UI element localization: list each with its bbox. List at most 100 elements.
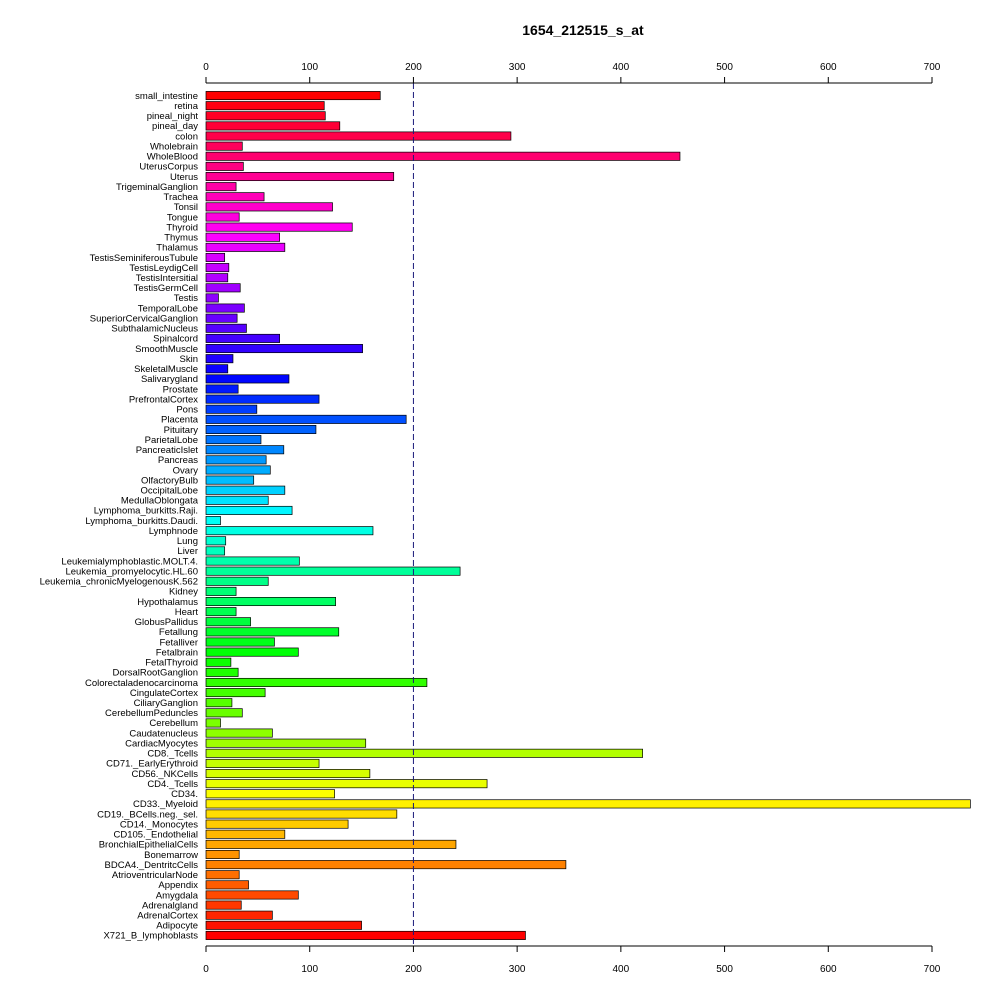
bottom-tick-label: 700 [924, 964, 941, 975]
bar-71 [205, 809, 398, 819]
bar-30 [205, 394, 320, 404]
bar-53 [205, 627, 340, 637]
bar-37 [205, 465, 271, 475]
category-label: pineal_night [147, 111, 199, 122]
bar-55 [205, 647, 299, 657]
bar-21 [205, 303, 245, 313]
category-label: CingulateCortex [130, 688, 198, 699]
category-label: TestisGermCell [134, 283, 198, 294]
category-label: Adrenalgland [142, 900, 198, 911]
category-label: Salivarygland [141, 374, 198, 385]
bar-28 [205, 374, 290, 384]
top-tick-label: 600 [820, 62, 837, 73]
category-label: GlobusPallidus [135, 617, 199, 628]
category-label: TemporalLobe [138, 303, 198, 314]
category-label: Thalamus [156, 243, 198, 254]
bar-15 [205, 242, 286, 252]
category-label: CD105._Endothelial [113, 830, 198, 841]
bar-67 [205, 769, 371, 779]
category-label: Testis [174, 293, 199, 304]
bar-25 [205, 344, 363, 354]
bar-10 [205, 192, 265, 202]
category-label: BDCA4._DentritcCells [105, 860, 199, 871]
category-label: Thymus [164, 233, 198, 244]
category-label: Spinalcord [153, 334, 198, 345]
bar-54 [205, 637, 275, 647]
category-label: Lung [177, 536, 198, 547]
bar-45 [205, 546, 226, 556]
bar-7 [205, 161, 244, 171]
category-label: PrefrontalCortex [129, 394, 198, 405]
bar-23 [205, 323, 247, 333]
category-label: Fetalliver [159, 637, 198, 648]
bar-60 [205, 698, 233, 708]
category-label: Tonsil [174, 202, 198, 213]
category-label: WholeBlood [147, 152, 198, 163]
bar-6 [205, 151, 681, 161]
category-label: Kidney [169, 587, 198, 598]
bottom-tick-label: 100 [301, 964, 318, 975]
bar-0 [205, 91, 381, 101]
bar-42 [205, 516, 221, 526]
category-label: AtrioventricularNode [112, 870, 198, 881]
bar-52 [205, 617, 251, 627]
category-label: SmoothMuscle [135, 344, 198, 355]
top-tick-label: 500 [716, 62, 733, 73]
category-label: TestisIntersitial [136, 273, 198, 284]
category-label: CerebellumPeduncles [105, 708, 198, 719]
category-label: Heart [175, 607, 199, 618]
bottom-tick-label: 400 [613, 964, 630, 975]
category-label: AdrenalCortex [137, 911, 198, 922]
category-label: CardiacMyocytes [125, 738, 198, 749]
category-label: OccipitalLobe [140, 486, 198, 497]
category-label: Thyroid [166, 222, 198, 233]
category-label: CiliaryGanglion [134, 698, 198, 709]
bottom-tick-label: 200 [405, 964, 422, 975]
category-label: PancreaticIslet [136, 445, 199, 456]
category-label: CD19._BCells.neg._sel. [97, 809, 198, 820]
bar-12 [205, 212, 240, 222]
bar-22 [205, 313, 238, 323]
bar-4 [205, 131, 512, 141]
bottom-tick-label: 0 [203, 964, 209, 975]
bar-75 [205, 849, 240, 859]
category-label: Liver [177, 546, 198, 557]
bar-47 [205, 566, 461, 576]
category-label: Placenta [161, 415, 199, 426]
bars-group: small_intestineretinapineal_nightpineal_… [40, 91, 971, 942]
category-label: Cerebellum [149, 718, 198, 729]
bar-56 [205, 657, 232, 667]
bar-78 [205, 880, 249, 890]
bottom-tick-label: 600 [820, 964, 837, 975]
top-tick-label: 200 [405, 62, 422, 73]
category-label: Pons [176, 405, 198, 416]
bar-46 [205, 556, 300, 566]
bar-66 [205, 758, 320, 768]
category-label: CD56._NKCells [131, 769, 198, 780]
category-label: Pituitary [164, 425, 199, 436]
bar-73 [205, 829, 286, 839]
bar-26 [205, 354, 234, 364]
top-tick-label: 0 [203, 62, 209, 73]
top-tick-label: 300 [509, 62, 526, 73]
category-label: X721_B_lymphoblasts [103, 931, 198, 942]
top-tick-label: 100 [301, 62, 318, 73]
category-label: Lymphoma_burkitts.Daudi. [85, 516, 198, 527]
category-label: retina [174, 101, 198, 112]
bar-36 [205, 455, 267, 465]
bar-5 [205, 141, 243, 151]
bar-80 [205, 900, 242, 910]
category-label: Prostate [163, 384, 198, 395]
category-label: Caudatenucleus [129, 728, 198, 739]
bar-18 [205, 273, 229, 283]
bar-20 [205, 293, 219, 303]
bar-14 [205, 232, 280, 242]
bar-74 [205, 839, 457, 849]
bar-79 [205, 890, 299, 900]
bar-44 [205, 536, 227, 546]
bar-29 [205, 384, 239, 394]
category-label: FetalThyroid [145, 658, 198, 669]
bar-76 [205, 860, 567, 870]
bar-1 [205, 101, 325, 111]
